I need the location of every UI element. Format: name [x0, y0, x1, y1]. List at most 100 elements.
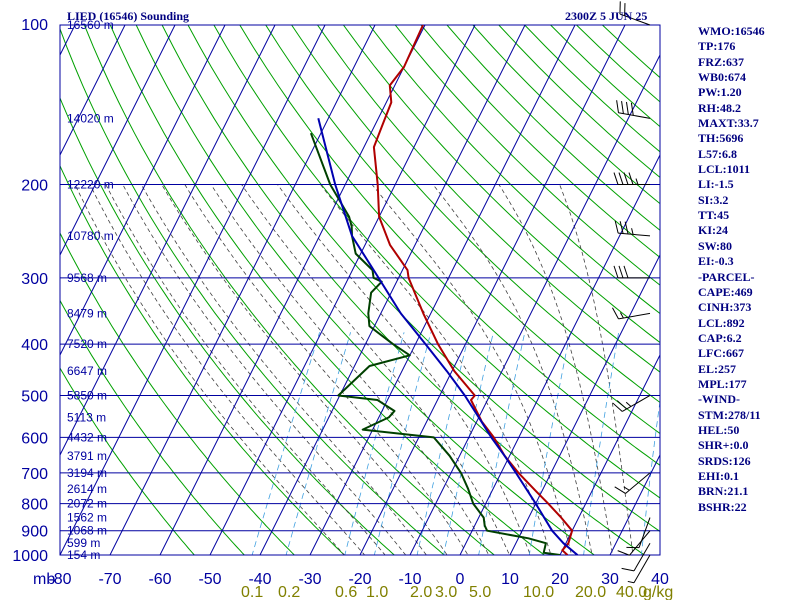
- pressure-tick-label: 300: [21, 271, 48, 288]
- isotherm-line: [559, 353, 660, 555]
- moist-adiabat-line: [210, 184, 490, 555]
- height-label: 14020 m: [67, 111, 114, 125]
- indices-panel: WMO:16546 TP:176 FRZ:637 WB0:674 PW:1.20 RH:4…: [698, 24, 798, 515]
- isotherm-line: [60, 25, 126, 157]
- mixing-ratio-tick-label: 2.0: [410, 584, 432, 600]
- dry-adiabat-line: [60, 367, 195, 555]
- mixing-ratio-tick-label: 40.0: [616, 584, 647, 600]
- pressure-tick-label: 800: [21, 497, 48, 514]
- index-line: RH:48.2: [698, 100, 741, 115]
- dry-adiabat-line: [60, 231, 295, 555]
- mixing-ratio-tick-label: 0.1: [241, 584, 263, 600]
- moist-adiabat-line: [105, 184, 386, 555]
- isotherm-line: [259, 25, 526, 555]
- moist-adiabat-line: [432, 184, 593, 555]
- wind-barb-half-flag: [625, 401, 632, 407]
- isotherm-line: [60, 25, 176, 257]
- wind-barb-half-flag: [631, 228, 634, 235]
- index-line: LFC:667: [698, 346, 744, 361]
- index-line: CAP:6.2: [698, 330, 742, 345]
- index-line: TH:5696: [698, 131, 744, 146]
- wind-barb-flag: [621, 101, 624, 114]
- mixing-ratio-line: [251, 332, 320, 555]
- index-line: STM:278/11: [698, 407, 761, 422]
- index-line: CINH:373: [698, 300, 752, 315]
- wind-barb-staff: [638, 517, 651, 548]
- wind-barb-staff: [633, 554, 651, 583]
- index-line: HEL:50: [698, 422, 740, 437]
- isotherm-line: [359, 25, 626, 555]
- wind-barb-flag: [618, 172, 624, 185]
- index-line: EHI:0.1: [698, 468, 740, 483]
- height-label: 154 m: [67, 548, 100, 562]
- wind-barb-flag: [613, 172, 619, 185]
- timestamp: 2300Z 5 JUN 25: [565, 9, 648, 23]
- mixing-ratio-unit-label: g/kg: [643, 584, 673, 600]
- mixing-ratio-line: [443, 332, 494, 555]
- dry-adiabat-line: [291, 25, 660, 404]
- wind-barb-half-flag: [619, 312, 624, 319]
- index-line: -PARCEL-: [698, 269, 755, 284]
- mixing-ratio-line: [640, 398, 660, 555]
- mixing-ratio-tick-label: 1.0: [366, 584, 388, 600]
- index-line: WB0:674: [698, 70, 746, 85]
- height-label: 16560 m: [67, 18, 114, 32]
- temperature-tick-label: -10: [398, 571, 421, 588]
- wind-barb-flag: [621, 567, 635, 572]
- temperature-tick-label: 20: [551, 571, 569, 588]
- index-line: L57:6.8: [698, 146, 737, 161]
- index-line: LCL:892: [698, 315, 745, 330]
- wind-barb-flag: [630, 102, 634, 116]
- isotherm-line: [509, 253, 660, 555]
- pressure-tick-label: 700: [21, 466, 48, 483]
- wind-barb-flag: [614, 220, 619, 234]
- dry-adiabat-line: [342, 25, 660, 344]
- temperature-tick-label: -80: [48, 571, 71, 588]
- pressure-tick-label: 500: [21, 388, 48, 405]
- dry-adiabat-line: [368, 25, 660, 315]
- pressure-tick-label: 1000: [12, 548, 48, 565]
- wind-barb-half-flag: [635, 178, 639, 185]
- mixing-ratio-line: [344, 332, 405, 555]
- wind-barb-flag: [616, 100, 619, 113]
- moist-adiabat-line: [161, 184, 448, 555]
- temperature-tick-label: -20: [348, 571, 371, 588]
- dry-adiabat-line: [60, 96, 396, 555]
- temperature-tick-label: 0: [456, 571, 465, 588]
- isotherm-line: [109, 25, 376, 555]
- temperature-tick-label: -60: [148, 571, 171, 588]
- moist-adiabat-line: [140, 184, 427, 555]
- temperature-line: [372, 25, 574, 555]
- dry-adiabat-line: [135, 25, 596, 555]
- wind-barb-half-flag: [623, 486, 630, 491]
- plot-frame: [59, 24, 661, 556]
- wind-barb-flag: [612, 402, 623, 412]
- dry-adiabat-line: [60, 164, 346, 555]
- index-line: MPL:177: [698, 376, 747, 391]
- index-line: LI:-1.5: [698, 177, 734, 192]
- temperature-tick-label: -70: [98, 571, 121, 588]
- isotherm-line: [409, 53, 660, 555]
- height-label: 1068 m: [67, 524, 107, 538]
- isotherm-line: [609, 453, 660, 555]
- pressure-tick-label: 100: [21, 17, 48, 34]
- wind-barb-staff: [629, 530, 651, 556]
- isotherm-line: [309, 25, 576, 555]
- height-label: 599 m: [67, 536, 100, 550]
- mixing-ratio-tick-label: 3.0: [435, 584, 457, 600]
- height-label: 2072 m: [67, 497, 107, 511]
- dewpoint-line: [309, 132, 561, 555]
- mixing-ratio-line: [478, 332, 526, 555]
- pressure-tick-label: 400: [21, 337, 48, 354]
- wind-barb-flag: [614, 486, 626, 494]
- isotherm-line: [60, 25, 326, 555]
- wind-barb-flag: [613, 265, 619, 279]
- moist-adiabat-line: [559, 184, 634, 555]
- dry-adiabat-line: [239, 25, 660, 466]
- dry-adiabat-line: [109, 25, 546, 555]
- index-line: CAPE:469: [698, 284, 753, 299]
- wind-barb-staff: [618, 312, 651, 320]
- mixing-ratio-tick-label: 20.0: [575, 584, 606, 600]
- wind-barb-half-flag: [627, 580, 635, 584]
